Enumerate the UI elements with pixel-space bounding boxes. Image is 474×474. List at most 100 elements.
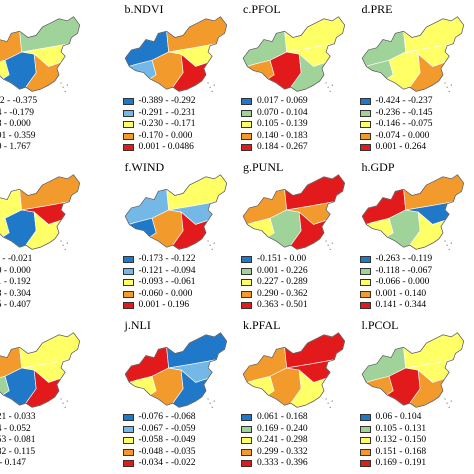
legend-range-label: 0.141 - 0.344	[375, 300, 427, 310]
legend-range-label: 78 - 0.000	[0, 119, 31, 129]
map-panel: l.PCOL 0.06 - 0.104 0.105 - 0.131 0.132 - 0…	[356, 316, 474, 474]
legend-swatch	[241, 121, 252, 128]
legend-range-label: 93 - 0.304	[0, 288, 31, 299]
legend-range-label: -0.058 - -0.049	[138, 435, 196, 445]
legend-swatch	[359, 448, 371, 456]
legend-range-label: 0.241 - 0.298	[257, 435, 308, 445]
island-marker	[206, 398, 209, 400]
map-legend: -12 - -0.37574 - -0.17978 - 0.000001 - 0…	[0, 96, 88, 154]
island-marker	[64, 248, 66, 250]
island-marker	[206, 82, 209, 84]
legend-swatch	[359, 302, 371, 309]
legend-item: 0.105 - 0.131	[359, 424, 472, 436]
legend-item: 0.061 - 0.168	[241, 412, 353, 424]
map-panel: h.GDP -0.263 - -0.119 -0.118 - -0.067 -0.06…	[356, 158, 474, 316]
north-region	[402, 16, 464, 53]
legend-swatch	[359, 132, 371, 140]
map-panel: P021 - 0.03334 - 0.052053 - 0.081082 - 0…	[0, 316, 118, 474]
island-marker	[450, 84, 452, 86]
legend-range-label: 0.363 - 0.501	[257, 300, 308, 310]
island-marker	[448, 90, 450, 92]
legend-range-label: 0.227 - 0.289	[257, 277, 308, 287]
north-region	[284, 16, 345, 53]
island-marker	[213, 242, 215, 244]
legend-item: 0.333 - 0.396	[241, 458, 353, 470]
legend-range-label: -0.151 - 0.00	[257, 254, 307, 264]
legend-swatch	[359, 256, 371, 263]
legend-swatch	[122, 98, 134, 105]
legend-swatch	[359, 98, 371, 105]
island-marker	[209, 402, 211, 404]
island-marker	[66, 84, 68, 86]
panel-title: h.GDP	[361, 160, 395, 174]
island-marker	[443, 398, 446, 400]
legend-item: 78 - 0.000	[0, 119, 88, 131]
choropleth-map	[0, 174, 81, 250]
north-region	[19, 332, 80, 369]
legend-item: 0.299 - 0.332	[241, 447, 353, 459]
legend-range-label: 0.140 - 0.183	[257, 130, 308, 141]
legend-item: 0.169 - 0.240	[241, 424, 353, 436]
legend-item: -0.170 - 0.000	[122, 131, 235, 143]
map-panel: M-2 - -0.02120 - 0.00001 - 0.19293 - 0.3…	[0, 158, 118, 316]
legend-swatch	[241, 290, 252, 298]
legend-swatch	[122, 302, 134, 309]
island-marker	[60, 398, 62, 400]
island-marker	[60, 240, 62, 242]
legend-range-label: 05 - 0.407	[0, 300, 31, 310]
legend-range-label: 0.070 - 0.104	[257, 107, 308, 118]
island-marker	[331, 84, 333, 86]
island-marker	[327, 86, 329, 88]
legend-item: 0.227 - 0.289	[241, 277, 353, 289]
legend-range-label: -0.121 - -0.094	[138, 265, 196, 276]
legend-item: 001 - 0.359	[0, 131, 88, 143]
legend-range-label: 60 - 1.767	[0, 142, 31, 152]
north-region	[284, 332, 345, 369]
legend-item: 0.017 - 0.069	[241, 96, 353, 108]
choropleth-map	[242, 16, 346, 92]
legend-range-label: 0.06 - 0.104	[375, 412, 422, 422]
legend-range-label: 001 - 0.359	[0, 130, 36, 141]
island-marker	[443, 82, 446, 84]
legend-item: -0.048 - -0.035	[122, 447, 235, 459]
legend-item: -12 - -0.375	[0, 96, 88, 108]
legend-item: 0.169 - 0.191	[359, 458, 472, 470]
map-legend: -2 - -0.02120 - 0.00001 - 0.19293 - 0.30…	[0, 254, 88, 312]
island-marker	[450, 400, 452, 402]
legend-item: 0.001 - 0.196	[122, 300, 235, 312]
country-outline	[0, 332, 81, 408]
legend-item: 0.001 - 0.0486	[122, 142, 235, 154]
legend-item: -0.389 - -0.292	[122, 96, 235, 108]
legend-item: -0.146 - -0.075	[359, 119, 472, 131]
island-marker	[213, 400, 215, 402]
island-marker	[325, 398, 327, 400]
island-marker	[211, 406, 213, 408]
country-outline	[124, 332, 227, 408]
choropleth-map	[242, 332, 346, 408]
legend-swatch	[359, 109, 371, 117]
map-panel: d.PRE -0.424 - -0.237 -0.236 - -0.145 -0.14…	[356, 0, 474, 158]
country-outline	[242, 174, 346, 250]
island-marker	[450, 242, 452, 244]
map-legend: 0.017 - 0.069 0.070 - 0.104 0.105 - 0.139 0…	[241, 96, 353, 154]
legend-item: -0.066 - 0.000	[359, 277, 472, 289]
legend-range-label: -0.066 - 0.000	[375, 277, 430, 287]
legend-item: 3 - 0.147	[0, 458, 88, 470]
legend-swatch	[241, 302, 252, 309]
legend-range-label: 34 - 0.052	[0, 423, 31, 434]
legend-item: 0.184 - 0.267	[241, 142, 353, 154]
north-region	[284, 174, 345, 211]
legend-item: 0.132 - 0.150	[359, 435, 472, 447]
legend-item: 0.140 - 0.183	[241, 131, 353, 143]
legend-swatch	[359, 290, 371, 298]
legend-item: -0.060 - 0.000	[122, 289, 235, 301]
island-marker	[62, 402, 64, 404]
north-region	[165, 174, 227, 211]
panel-title: l.PCOL	[361, 318, 399, 332]
legend-range-label: -12 - -0.375	[0, 96, 38, 106]
choropleth-map	[242, 174, 346, 250]
map-panel: j.NLI -0.076 - -0.068 -0.067 - -0.059 -0.05…	[119, 316, 237, 474]
legend-range-label: -0.291 - -0.231	[138, 107, 196, 118]
country-outline	[242, 16, 346, 92]
legend-range-label: 0.290 - 0.362	[257, 288, 308, 299]
